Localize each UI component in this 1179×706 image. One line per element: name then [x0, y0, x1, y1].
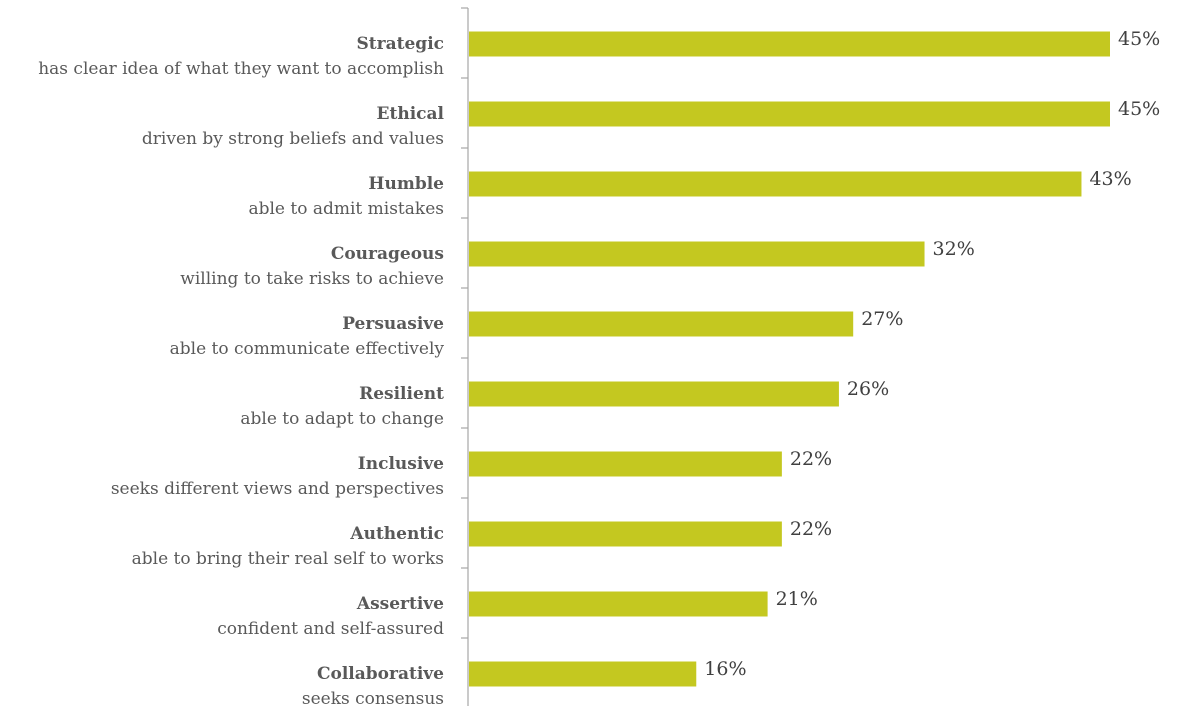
category-subtitle: driven by strong beliefs and values: [142, 129, 444, 149]
category-title: Authentic: [349, 524, 444, 544]
bar-inclusive: [469, 451, 782, 477]
bar-authentic: [469, 521, 782, 547]
category-subtitle: able to communicate effectively: [170, 339, 445, 359]
value-label: 22%: [790, 518, 832, 540]
category-subtitle: has clear idea of what they want to acco…: [38, 59, 444, 79]
value-label: 45%: [1118, 28, 1160, 50]
category-subtitle: able to admit mistakes: [248, 199, 444, 219]
value-label: 32%: [933, 238, 975, 260]
value-label: 43%: [1089, 168, 1131, 190]
category-title: Courageous: [331, 244, 444, 264]
category-title: Ethical: [377, 104, 445, 124]
category-title: Resilient: [359, 384, 444, 404]
bar-assertive: [469, 591, 768, 617]
category-subtitle: seeks different views and perspectives: [111, 479, 444, 499]
bar-collaborative: [469, 661, 697, 687]
value-label: 22%: [790, 448, 832, 470]
category-title: Strategic: [357, 34, 444, 54]
value-label: 26%: [847, 378, 889, 400]
category-title: Inclusive: [358, 454, 444, 474]
bar-humble: [469, 171, 1082, 197]
value-label: 16%: [704, 658, 746, 680]
bar-courageous: [469, 241, 925, 267]
bar-strategic: [469, 31, 1110, 57]
value-label: 45%: [1118, 98, 1160, 120]
category-subtitle: able to adapt to change: [240, 409, 444, 429]
category-axis: [461, 7, 469, 706]
bar-ethical: [469, 101, 1110, 127]
bars-group: [469, 31, 1110, 687]
category-subtitle: willing to take risks to achieve: [180, 269, 444, 289]
category-subtitle: confident and self-assured: [217, 619, 444, 639]
bar-persuasive: [469, 311, 854, 337]
category-title: Humble: [368, 174, 444, 194]
category-labels-group: Strategic has clear idea of what they wan…: [38, 34, 444, 706]
category-subtitle: seeks consensus: [302, 689, 444, 706]
category-title: Persuasive: [342, 314, 444, 334]
value-label: 21%: [776, 588, 818, 610]
category-subtitle: able to bring their real self to works: [132, 549, 444, 569]
value-label: 27%: [861, 308, 903, 330]
category-title: Collaborative: [317, 664, 444, 684]
category-title: Assertive: [356, 594, 444, 614]
value-labels-group: 45% 45% 43% 32% 27% 26% 22% 22% 21% 16%: [704, 28, 1160, 680]
bar-resilient: [469, 381, 839, 407]
